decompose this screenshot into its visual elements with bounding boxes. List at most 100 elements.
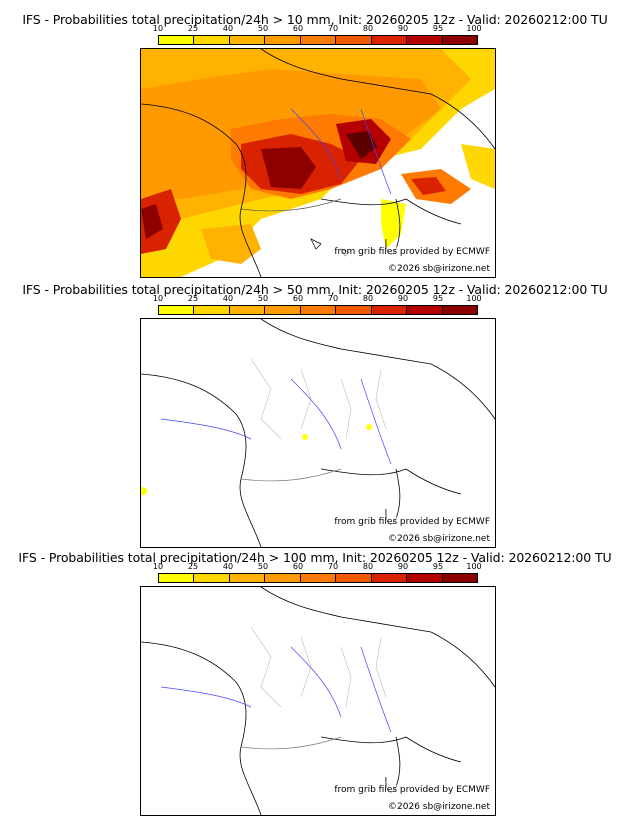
- colorbar-tick: 60: [292, 294, 304, 303]
- panel-100mm: IFS - Probabilities total precipitation/…: [0, 538, 630, 816]
- coastline: [320, 468, 462, 495]
- colorbar-segment: [300, 306, 337, 314]
- precip-spot: [302, 434, 308, 440]
- colorbar-segment: [300, 574, 337, 582]
- precip-spot: [366, 424, 372, 430]
- colorbar-tick: 10: [152, 562, 164, 571]
- colorbar-labels: 10 25 40 50 60 70 80 90 95 100: [153, 562, 482, 572]
- border: [240, 468, 342, 482]
- river: [290, 108, 392, 195]
- colorbar-segment: [336, 36, 372, 44]
- coastline: [141, 641, 262, 815]
- border: [240, 736, 342, 750]
- data-credit: from grib files provided by ECMWF: [334, 247, 490, 257]
- colorbar-segment: [265, 36, 301, 44]
- river: [160, 378, 392, 465]
- admin-boundary: [250, 358, 387, 440]
- colorbar-tick: 25: [187, 562, 199, 571]
- river: [160, 646, 392, 733]
- island-corsica: [385, 468, 401, 525]
- coastline: [141, 103, 262, 277]
- colorbar-segment: [229, 306, 266, 314]
- precip-field: [261, 147, 316, 189]
- coastline: [320, 736, 462, 763]
- colorbar-segment: [442, 36, 477, 44]
- colorbar-segment: [442, 306, 477, 314]
- border: [260, 49, 495, 150]
- colorbar-labels: 10 25 40 50 60 70 80 90 95 100: [153, 294, 482, 304]
- colorbar-segment: [229, 574, 266, 582]
- colorbar-tick: 80: [362, 24, 374, 33]
- colorbar-segment: [265, 574, 301, 582]
- island-corsica: [385, 736, 401, 793]
- colorbar-tick: 80: [362, 294, 374, 303]
- precip-field: [346, 131, 377, 159]
- colorbar: [158, 305, 478, 315]
- data-credit: from grib files provided by ECMWF: [334, 785, 490, 795]
- colorbar-tick: 40: [222, 294, 234, 303]
- colorbar-tick: 90: [397, 294, 409, 303]
- colorbar-tick: 95: [432, 24, 444, 33]
- colorbar-tick: 10: [152, 294, 164, 303]
- colorbar-tick: 70: [327, 562, 339, 571]
- colorbar-segment: [159, 36, 195, 44]
- colorbar-segment: [300, 36, 337, 44]
- border: [260, 587, 495, 688]
- colorbar-segment: [371, 306, 408, 314]
- colorbar-tick: 95: [432, 562, 444, 571]
- colorbar-segment: [442, 574, 477, 582]
- panel-10mm: IFS - Probabilities total precipitation/…: [0, 0, 630, 278]
- colorbar-tick: 100: [466, 294, 482, 303]
- colorbar-tick: 50: [257, 24, 269, 33]
- colorbar-segment: [229, 36, 266, 44]
- colorbar-tick: 90: [397, 562, 409, 571]
- colorbar-tick: 40: [222, 24, 234, 33]
- colorbar-segment: [407, 36, 443, 44]
- colorbar: [158, 35, 478, 45]
- copyright: ©2026 sb@irizone.net: [388, 802, 490, 812]
- panel-title: IFS - Probabilities total precipitation/…: [22, 12, 608, 27]
- colorbar-segment: [371, 36, 408, 44]
- colorbar-tick: 10: [152, 24, 164, 33]
- data-credit: from grib files provided by ECMWF: [334, 517, 490, 527]
- panel-50mm: IFS - Probabilities total precipitation/…: [0, 270, 630, 548]
- colorbar-tick: 25: [187, 294, 199, 303]
- colorbar-tick: 60: [292, 562, 304, 571]
- precip-field: [461, 144, 495, 189]
- colorbar-tick: 70: [327, 24, 339, 33]
- colorbar-segment: [371, 574, 408, 582]
- colorbar-tick: 100: [466, 24, 482, 33]
- colorbar-tick: 100: [466, 562, 482, 571]
- colorbar-segment: [159, 306, 195, 314]
- probability-map: from grib files provided by ECMWF ©2026 …: [140, 48, 496, 278]
- colorbar-segment: [265, 306, 301, 314]
- colorbar-segment: [194, 574, 230, 582]
- probability-map: from grib files provided by ECMWF ©2026 …: [140, 586, 496, 816]
- colorbar-segment: [407, 574, 443, 582]
- colorbar-segment: [194, 36, 230, 44]
- colorbar-tick: 60: [292, 24, 304, 33]
- probability-map: from grib files provided by ECMWF ©2026 …: [140, 318, 496, 548]
- colorbar-tick: 25: [187, 24, 199, 33]
- colorbar: [158, 573, 478, 583]
- colorbar-tick: 40: [222, 562, 234, 571]
- colorbar-segment: [407, 306, 443, 314]
- admin-boundary: [250, 626, 387, 708]
- border: [260, 319, 495, 420]
- copyright: ©2026 sb@irizone.net: [388, 264, 490, 274]
- colorbar-labels: 10 25 40 50 60 70 80 90 95 100: [153, 24, 482, 34]
- coastline: [141, 373, 262, 547]
- precip-spot: [141, 487, 147, 495]
- panel-title: IFS - Probabilities total precipitation/…: [22, 282, 608, 297]
- colorbar-tick: 50: [257, 294, 269, 303]
- colorbar-tick: 90: [397, 24, 409, 33]
- colorbar-segment: [336, 306, 372, 314]
- colorbar-tick: 80: [362, 562, 374, 571]
- coastline: [320, 198, 462, 225]
- border: [240, 198, 342, 212]
- map-svg: [141, 587, 495, 815]
- colorbar-tick: 70: [327, 294, 339, 303]
- precip-field: [141, 189, 181, 254]
- precip-field: [141, 204, 163, 239]
- colorbar-segment: [159, 574, 195, 582]
